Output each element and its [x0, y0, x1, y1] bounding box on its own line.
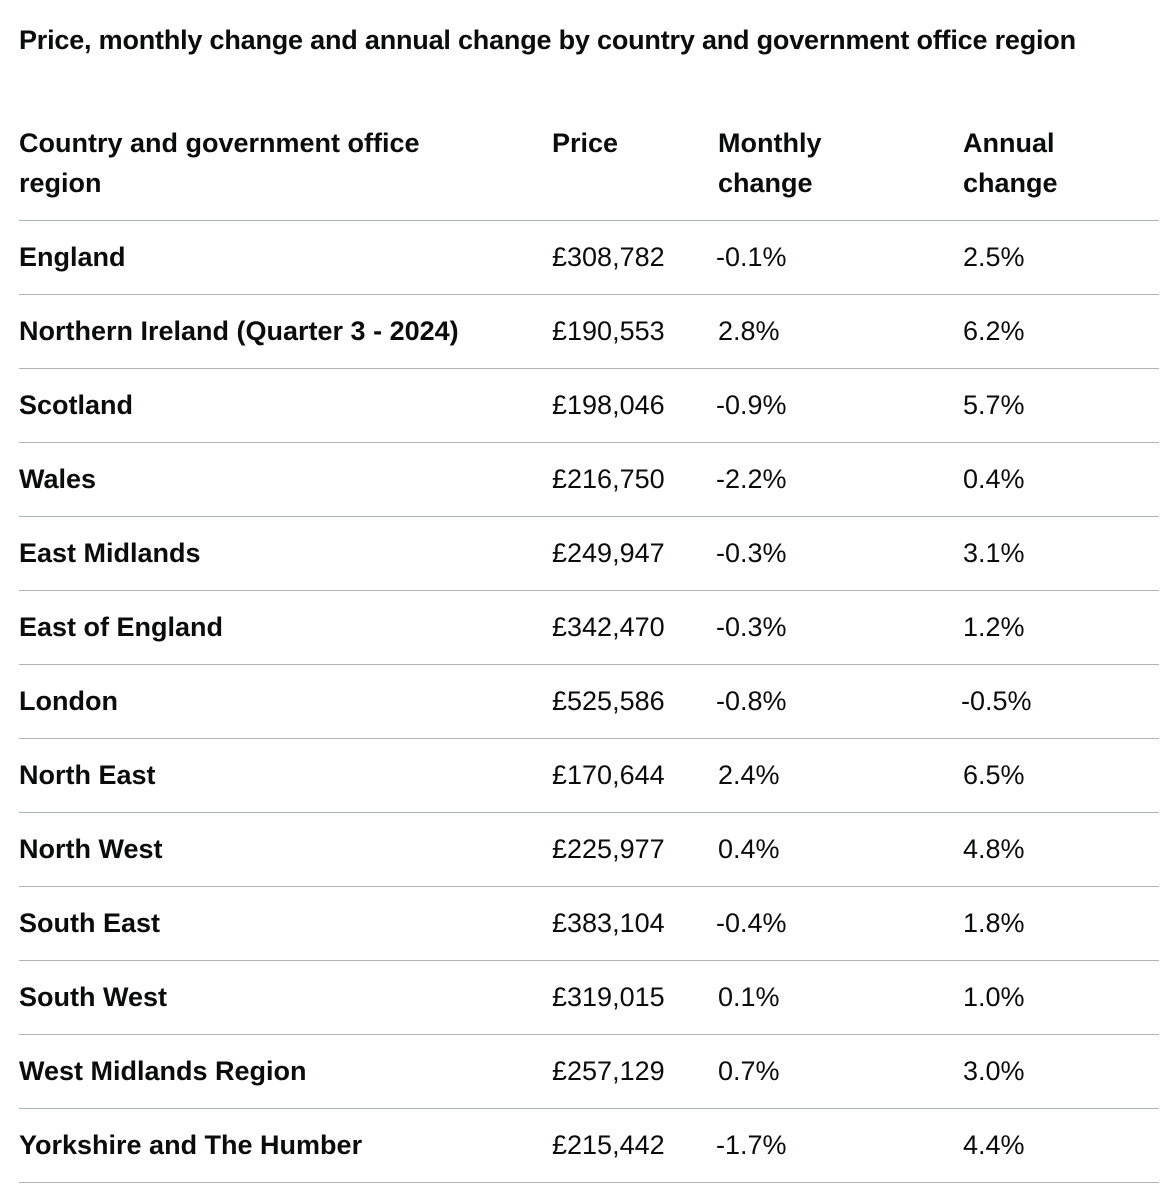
annual-cell: 6.5% — [963, 738, 1159, 813]
monthly-cell: -0.9% — [716, 368, 963, 443]
annual-cell: -0.5% — [961, 664, 1159, 739]
price-cell: £342,470 — [552, 590, 718, 665]
table-body: England £308,782 -0.1% 2.5% Northern Ireland… — [19, 220, 1159, 1183]
region-cell: East Midlands — [19, 516, 552, 591]
table-row: South West £319,015 0.1% 1.0% — [19, 960, 1159, 1035]
monthly-cell: -0.3% — [716, 590, 963, 665]
price-cell: £249,947 — [552, 516, 718, 591]
table-row: West Midlands Region £257,129 0.7% 3.0% — [19, 1034, 1159, 1109]
region-cell: Yorkshire and The Humber — [19, 1108, 552, 1183]
annual-cell: 4.4% — [963, 1108, 1159, 1183]
price-table: Country and government office region Pri… — [19, 123, 1159, 1183]
annual-cell: 3.1% — [963, 516, 1159, 591]
price-cell: £525,586 — [552, 664, 718, 739]
monthly-cell: -0.8% — [716, 664, 963, 739]
annual-cell: 5.7% — [963, 368, 1159, 443]
price-cell: £383,104 — [552, 886, 718, 961]
table-row: Wales £216,750 -2.2% 0.4% — [19, 442, 1159, 517]
price-cell: £190,553 — [552, 294, 718, 369]
region-cell: South East — [19, 886, 552, 961]
price-cell: £319,015 — [552, 960, 718, 1035]
region-cell: Wales — [19, 442, 552, 517]
price-cell: £215,442 — [552, 1108, 718, 1183]
column-header-price: Price — [552, 123, 718, 221]
annual-cell: 6.2% — [963, 294, 1159, 369]
annual-cell: 0.4% — [963, 442, 1159, 517]
table-row: East of England £342,470 -0.3% 1.2% — [19, 590, 1159, 665]
monthly-cell: -2.2% — [716, 442, 963, 517]
price-cell: £225,977 — [552, 812, 718, 887]
column-header-monthly: Monthly change — [718, 123, 963, 221]
annual-cell: 4.8% — [963, 812, 1159, 887]
monthly-cell: 0.1% — [718, 960, 963, 1035]
annual-cell: 1.2% — [963, 590, 1159, 665]
table-row: Scotland £198,046 -0.9% 5.7% — [19, 368, 1159, 443]
region-cell: London — [19, 664, 552, 739]
annual-cell: 1.0% — [963, 960, 1159, 1035]
annual-cell: 2.5% — [963, 220, 1159, 295]
table-row: North East £170,644 2.4% 6.5% — [19, 738, 1159, 813]
table-row: North West £225,977 0.4% 4.8% — [19, 812, 1159, 887]
region-cell: North West — [19, 812, 552, 887]
table-caption: Price, monthly change and annual change … — [19, 25, 1076, 55]
price-cell: £216,750 — [552, 442, 718, 517]
monthly-cell: -1.7% — [716, 1108, 963, 1183]
region-cell: England — [19, 220, 552, 295]
header-row: Country and government office region Pri… — [19, 123, 1159, 221]
annual-cell: 3.0% — [963, 1034, 1159, 1109]
annual-cell: 1.8% — [963, 886, 1159, 961]
table-header: Country and government office region Pri… — [19, 123, 1159, 221]
region-cell: Northern Ireland (Quarter 3 - 2024) — [19, 294, 552, 369]
region-cell: East of England — [19, 590, 552, 665]
region-cell: North East — [19, 738, 552, 813]
price-cell: £308,782 — [552, 220, 718, 295]
monthly-cell: 2.8% — [718, 294, 963, 369]
table-row: London £525,586 -0.8% -0.5% — [19, 664, 1159, 739]
table-row: East Midlands £249,947 -0.3% 3.1% — [19, 516, 1159, 591]
price-cell: £198,046 — [552, 368, 718, 443]
monthly-cell: 0.4% — [718, 812, 963, 887]
region-cell: Scotland — [19, 368, 552, 443]
price-cell: £170,644 — [552, 738, 718, 813]
monthly-cell: -0.3% — [716, 516, 963, 591]
column-header-region: Country and government office region — [19, 123, 552, 221]
monthly-cell: -0.1% — [716, 220, 963, 295]
table-row: Northern Ireland (Quarter 3 - 2024) £190,… — [19, 294, 1159, 369]
table-row: Yorkshire and The Humber £215,442 -1.7% 4.4… — [19, 1108, 1159, 1183]
monthly-cell: 2.4% — [718, 738, 963, 813]
column-header-annual: Annual change — [963, 123, 1159, 221]
price-cell: £257,129 — [552, 1034, 718, 1109]
monthly-cell: 0.7% — [718, 1034, 963, 1109]
region-cell: South West — [19, 960, 552, 1035]
table-row: England £308,782 -0.1% 2.5% — [19, 220, 1159, 295]
table-row: South East £383,104 -0.4% 1.8% — [19, 886, 1159, 961]
region-cell: West Midlands Region — [19, 1034, 552, 1109]
monthly-cell: -0.4% — [716, 886, 963, 961]
